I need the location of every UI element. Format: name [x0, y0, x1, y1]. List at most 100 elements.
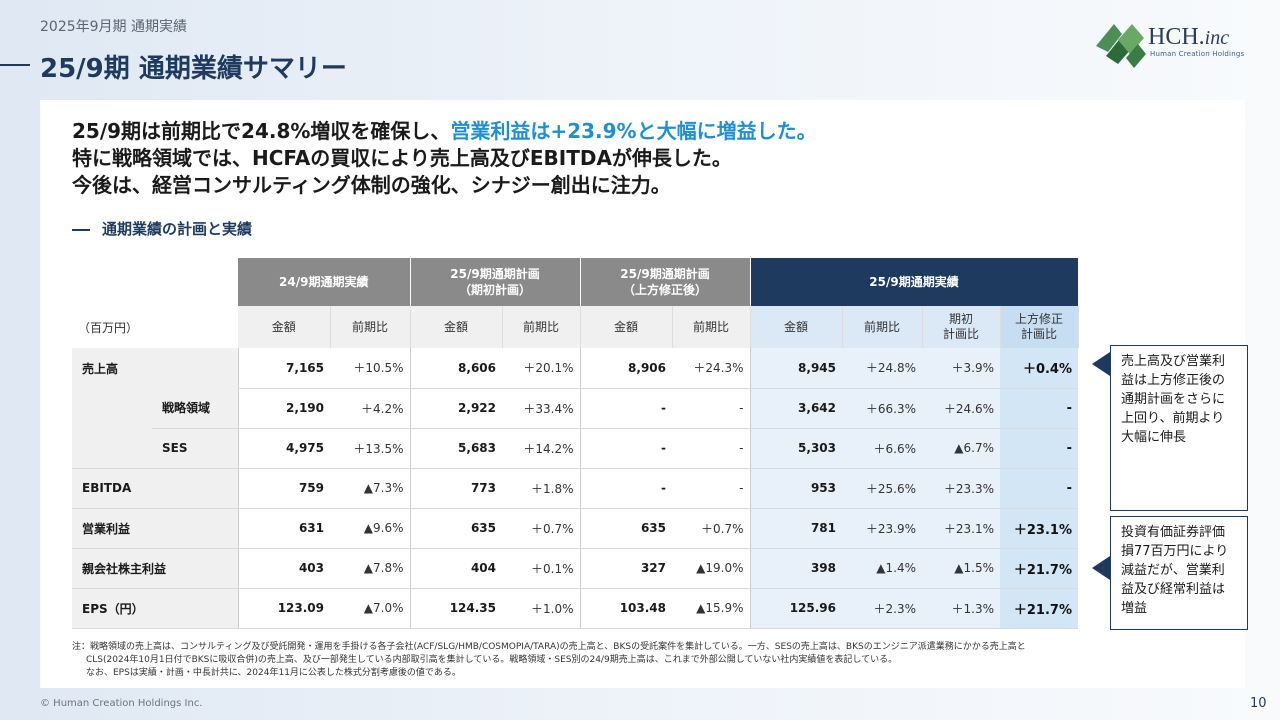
amount-cell: 5,683: [409, 428, 502, 469]
amount-cell: 103.48: [579, 588, 672, 629]
ratio-cell: ▲7.8%: [330, 548, 410, 589]
ratio-cell: ＋1.3%: [922, 588, 1000, 629]
subheader: 期初 計画比: [922, 306, 1001, 348]
section-dash: [72, 228, 90, 231]
ratio-cell: ＋1.0%: [502, 588, 580, 629]
row-label: 売上高: [72, 348, 238, 388]
footnote-line: なお、EPSは実績・計画・中長計共に、2024年11月に公表した株式分割考慮後の…: [86, 668, 461, 678]
ratio-cell: ▲1.4%: [842, 548, 922, 589]
row-label: 戦略領域: [152, 388, 238, 429]
ratio-cell: ▲9.6%: [330, 508, 410, 549]
ratio-cell: ＋0.4%: [1000, 348, 1078, 389]
lead-line1a: 25/9期は前期比で24.8%増収を確保し、: [72, 119, 451, 143]
table-row: 親会社株主利益 403 ▲7.8% 404 ＋0.1% 327 ▲19.0% 398 ▲1.4%…: [72, 548, 1078, 589]
amount-cell: 2,922: [409, 388, 502, 429]
ratio-cell: ▲1.5%: [922, 548, 1000, 589]
company-logo-subtitle: Human Creation Holdings: [1150, 50, 1245, 58]
amount-cell: 404: [409, 548, 502, 589]
row-label: EPS（円）: [72, 588, 238, 629]
lead-highlight: 営業利益は+23.9%と大幅に増益した。: [450, 119, 817, 143]
section-title: 通期業績の計画と実績: [72, 218, 252, 239]
amount-cell: 7,165: [237, 348, 330, 389]
ratio-cell: ＋2.3%: [842, 588, 922, 629]
footnote-line: CLS(2024年10月1日付でBKSに吸収合併)の売上高、及び一部発生している…: [86, 655, 898, 665]
row-label: EBITDA: [72, 468, 238, 509]
table-row: EBITDA 759 ▲7.3% 773 ＋1.8% - -953 ＋25.6% ＋23.3% -: [72, 468, 1078, 509]
subheader: 前期比: [502, 306, 581, 348]
ratio-cell: ＋24.8%: [842, 348, 922, 389]
ratio-cell: ▲6.7%: [922, 428, 1000, 469]
amount-cell: -: [579, 468, 672, 509]
table-row: SES 4,975 ＋13.5% 5,683 ＋14.2% - -5,303 ＋6.6% ▲6.…: [72, 428, 1078, 469]
table-row: 売上高 7,165 ＋10.5% 8,606 ＋20.1% 8,906 ＋24.3% 8,94…: [72, 348, 1078, 389]
ratio-cell: ＋21.7%: [1000, 588, 1078, 629]
callout-arrow-2: [1092, 556, 1110, 580]
amount-cell: 8,945: [749, 348, 842, 389]
amount-cell: 8,906: [579, 348, 672, 389]
copyright: © Human Creation Holdings Inc.: [40, 698, 203, 709]
amount-cell: 125.96: [749, 588, 842, 629]
ratio-cell: ＋20.1%: [502, 348, 580, 389]
unit-label: （百万円）: [78, 320, 139, 335]
section-kicker: 2025年9月期 通期実績: [40, 19, 187, 35]
ratio-cell: ＋23.3%: [922, 468, 1000, 509]
ratio-cell: -: [1000, 428, 1078, 469]
ratio-cell: ＋23.1%: [922, 508, 1000, 549]
ratio-cell: ＋23.1%: [1000, 508, 1078, 549]
title-accent-line: [0, 64, 30, 66]
amount-cell: 635: [579, 508, 672, 549]
row-indent: [72, 428, 152, 469]
amount-cell: 759: [237, 468, 330, 509]
ratio-cell: ＋10.5%: [330, 348, 410, 389]
ratio-cell: ＋1.8%: [502, 468, 580, 509]
group-header-fy25-revised-plan: 25/9期通期計画 （上方修正後）: [580, 258, 751, 306]
amount-cell: 327: [579, 548, 672, 589]
ratio-cell: ＋33.4%: [502, 388, 580, 429]
amount-cell: 773: [409, 468, 502, 509]
callout-revenue: 売上高及び営業利益は上方修正後の通期計画をさらに上回り、前期より大幅に伸長: [1110, 345, 1248, 511]
amount-cell: 953: [749, 468, 842, 509]
amount-cell: 4,975: [237, 428, 330, 469]
row-indent: [72, 388, 152, 428]
footnote: 注：戦略領域の売上高は、コンサルティング及び受託開発・運用を手掛ける各子会社(A…: [72, 641, 1172, 680]
amount-cell: 123.09: [237, 588, 330, 629]
subheader: 上方修正 計画比: [1000, 306, 1079, 348]
ratio-cell: ▲19.0%: [672, 548, 750, 589]
subheader: 前期比: [842, 306, 923, 348]
amount-cell: 124.35: [409, 588, 502, 629]
group-header-fy25-initial-plan: 25/9期通期計画 （期初計画）: [410, 258, 581, 306]
ratio-cell: -: [672, 388, 750, 429]
amount-cell: 8,606: [409, 348, 502, 389]
lead-line2: 特に戦略領域では、HCFAの買収により売上高及びEBITDAが伸長した。: [72, 146, 732, 170]
amount-cell: 635: [409, 508, 502, 549]
row-label: SES: [152, 428, 238, 469]
ratio-cell: ＋0.1%: [502, 548, 580, 589]
group-header-fy24-actual: 24/9期通期実績: [238, 258, 411, 306]
ratio-cell: ▲7.3%: [330, 468, 410, 509]
ratio-cell: ＋14.2%: [502, 428, 580, 469]
ratio-cell: ＋66.3%: [842, 388, 922, 429]
footnote-line: 注：戦略領域の売上高は、コンサルティング及び受託開発・運用を手掛ける各子会社(A…: [72, 642, 1026, 652]
ratio-cell: ＋13.5%: [330, 428, 410, 469]
amount-cell: 398: [749, 548, 842, 589]
subheader: 金額: [238, 306, 331, 348]
lead-line3: 今後は、経営コンサルティング体制の強化、シナジー創出に注力。: [72, 173, 671, 197]
group-header-fy25-actual: 25/9期通期実績: [750, 258, 1079, 306]
ratio-cell: ＋0.7%: [502, 508, 580, 549]
ratio-cell: ＋0.7%: [672, 508, 750, 549]
ratio-cell: ＋4.2%: [330, 388, 410, 429]
amount-cell: 5,303: [749, 428, 842, 469]
amount-cell: 631: [237, 508, 330, 549]
amount-cell: -: [579, 388, 672, 429]
row-label: 営業利益: [72, 508, 238, 549]
subheader: 前期比: [672, 306, 751, 348]
amount-cell: -: [579, 428, 672, 469]
ratio-cell: -: [672, 468, 750, 509]
results-table: 24/9期通期実績 25/9期通期計画 （期初計画） 25/9期通期計画 （上方…: [72, 258, 1079, 629]
ratio-cell: ＋24.3%: [672, 348, 750, 389]
lead-summary: 25/9期は前期比で24.8%増収を確保し、営業利益は+23.9%と大幅に増益し…: [72, 118, 817, 199]
callout-net-income: 投資有価証券評価損77百万円により減益だが、営業利益及び経常利益は増益: [1110, 516, 1248, 630]
ratio-cell: -: [672, 428, 750, 469]
subheader: 前期比: [330, 306, 411, 348]
ratio-cell: ▲15.9%: [672, 588, 750, 629]
